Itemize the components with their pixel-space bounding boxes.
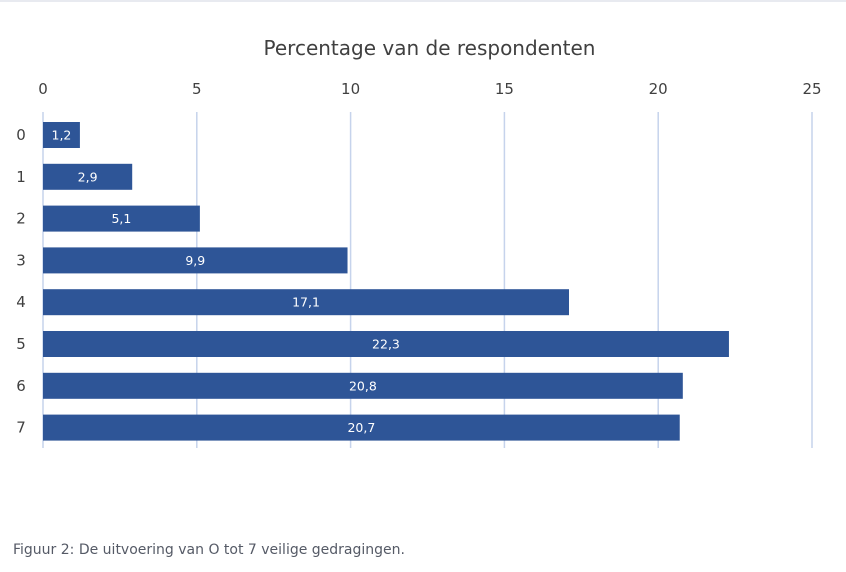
data-label: 20,7 bbox=[347, 420, 375, 435]
y-axis-ticks: 0 1 2 3 4 5 6 7 bbox=[16, 126, 26, 437]
x-tick-label: 15 bbox=[495, 80, 514, 98]
y-tick-label: 0 bbox=[16, 126, 26, 144]
x-tick-label: 20 bbox=[649, 80, 668, 98]
bar-0 bbox=[43, 122, 80, 148]
x-tick-label: 5 bbox=[192, 80, 202, 98]
data-label: 20,8 bbox=[349, 378, 377, 393]
data-label: 17,1 bbox=[292, 295, 320, 310]
x-axis-title: Percentage van de respondenten bbox=[264, 36, 596, 60]
x-tick-label: 10 bbox=[341, 80, 360, 98]
x-tick-label: 0 bbox=[38, 80, 48, 98]
bars bbox=[43, 122, 729, 441]
y-tick-label: 3 bbox=[16, 251, 26, 269]
data-labels: 1,2 2,9 5,1 9,9 17,1 22,3 20,8 20,7 bbox=[52, 128, 400, 436]
bar-7 bbox=[43, 414, 680, 441]
top-border bbox=[0, 0, 846, 2]
bar-1 bbox=[43, 163, 133, 190]
x-tick-label: 25 bbox=[802, 80, 821, 98]
y-tick-label: 6 bbox=[16, 377, 26, 395]
bar-6 bbox=[43, 372, 683, 399]
y-tick-label: 2 bbox=[16, 210, 26, 228]
data-label: 9,9 bbox=[185, 253, 205, 268]
y-tick-label: 7 bbox=[16, 419, 26, 437]
bar-3 bbox=[43, 247, 348, 274]
data-label: 5,1 bbox=[111, 211, 131, 226]
y-tick-label: 1 bbox=[16, 168, 26, 186]
bar-2 bbox=[43, 205, 200, 232]
bar-4 bbox=[43, 289, 569, 316]
data-label: 1,2 bbox=[52, 128, 72, 143]
y-tick-label: 5 bbox=[16, 335, 26, 353]
bar-chart: Percentage van de respondenten 0 5 10 15 20 2… bbox=[16, 36, 822, 448]
data-label: 22,3 bbox=[372, 337, 400, 352]
bar-5 bbox=[43, 331, 729, 357]
figure-caption: Figuur 2: De uitvoering van O tot 7 veil… bbox=[13, 542, 405, 558]
data-label: 2,9 bbox=[78, 169, 98, 184]
x-axis-ticks: 0 5 10 15 20 25 bbox=[38, 80, 821, 98]
y-tick-label: 4 bbox=[16, 293, 26, 311]
